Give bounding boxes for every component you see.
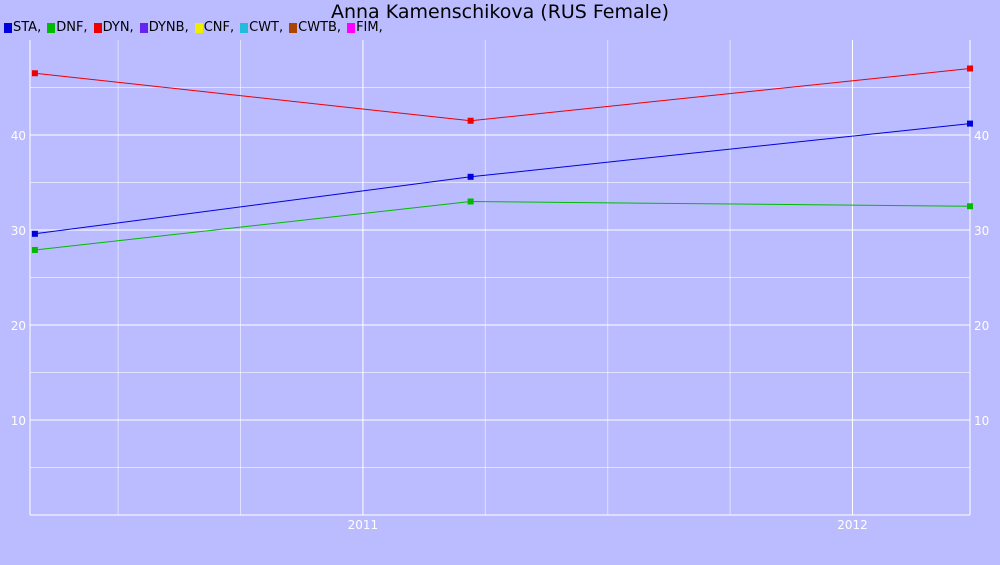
legend-swatch xyxy=(47,23,56,33)
legend-swatch xyxy=(93,23,102,33)
legend: STA, DNF, DYN, DYNB, CNF, CWT, CWTB, FIM, xyxy=(4,20,389,36)
legend-label: DYNB, xyxy=(148,20,189,35)
legend-label: CNF, xyxy=(203,20,235,35)
x-tick-label: 2012 xyxy=(837,518,868,532)
legend-item: FIM, xyxy=(347,20,383,36)
series-line-dnf xyxy=(34,200,971,251)
legend-swatch xyxy=(240,23,249,33)
legend-swatch xyxy=(139,23,148,33)
y-tick-label: 10 xyxy=(11,414,26,428)
chart-title: Anna Kamenschikova (RUS Female) xyxy=(330,1,670,23)
y-tick-label: 20 xyxy=(11,319,26,333)
data-point-dnf xyxy=(31,246,38,253)
y-tick-label: 30 xyxy=(11,224,26,238)
legend-label: CWTB, xyxy=(298,20,342,35)
y-tick-label-right: 10 xyxy=(974,414,989,428)
legend-swatch xyxy=(289,23,298,33)
data-point-dyn xyxy=(467,117,474,124)
legend-swatch xyxy=(347,23,356,33)
legend-label: STA, xyxy=(13,20,42,35)
data-point-dnf xyxy=(967,203,973,210)
legend-label: FIM, xyxy=(356,20,383,35)
data-point-sta xyxy=(967,120,973,127)
legend-item: CWT, xyxy=(240,20,283,36)
legend-swatch xyxy=(194,23,203,33)
legend-swatch xyxy=(4,23,12,33)
y-tick-label-right: 40 xyxy=(974,129,989,143)
x-tick-label: 2011 xyxy=(348,518,379,532)
legend-item: CWTB, xyxy=(289,20,341,36)
legend-item: DNF, xyxy=(47,20,88,36)
legend-item: CNF, xyxy=(194,20,235,36)
legend-item: DYNB, xyxy=(139,20,189,36)
data-point-sta xyxy=(467,173,474,180)
data-point-dyn xyxy=(31,70,38,77)
data-point-dyn xyxy=(967,65,973,72)
legend-item: DYN, xyxy=(93,20,134,36)
y-tick-label-right: 20 xyxy=(974,319,989,333)
legend-label: DYN, xyxy=(102,20,134,35)
y-tick-label: 40 xyxy=(11,129,26,143)
series-line-sta xyxy=(34,123,971,235)
y-tick-label-right: 30 xyxy=(974,224,989,238)
legend-label: CWT, xyxy=(249,20,284,35)
data-point-dnf xyxy=(467,198,474,205)
legend-item: STA, xyxy=(4,20,41,36)
data-point-sta xyxy=(31,230,38,237)
legend-label: DNF, xyxy=(56,20,88,35)
series-line-dyn xyxy=(34,68,971,122)
